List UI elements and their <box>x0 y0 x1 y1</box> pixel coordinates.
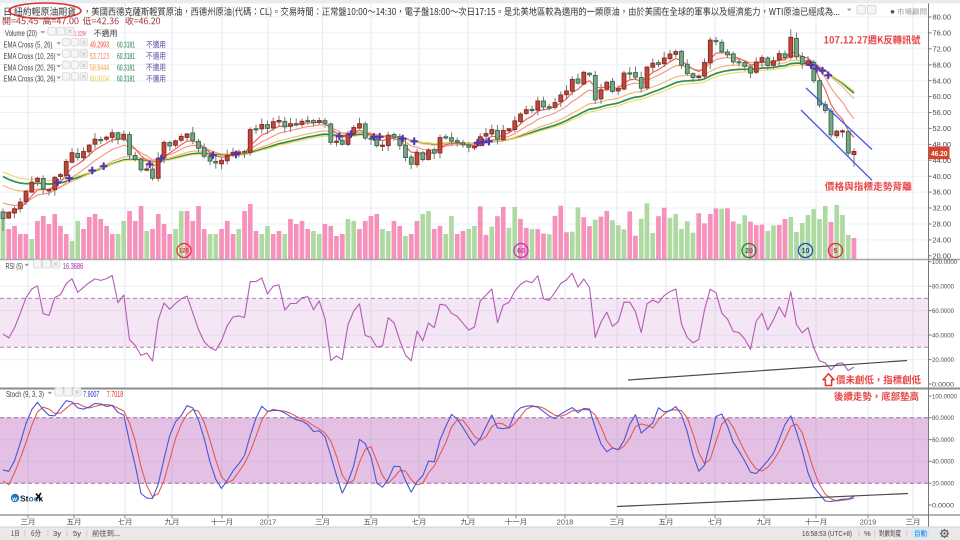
svg-text:16.3686: 16.3686 <box>63 262 84 271</box>
svg-text:EMA Cross (5, 26): EMA Cross (5, 26) <box>4 41 53 50</box>
svg-text:|: | <box>906 531 908 538</box>
svg-text:60.3181: 60.3181 <box>117 52 135 61</box>
svg-text:5y: 5y <box>73 529 81 538</box>
svg-text:44.00: 44.00 <box>933 156 952 165</box>
svg-text:1.529K: 1.529K <box>74 31 87 38</box>
svg-text:60.3181: 60.3181 <box>117 63 135 72</box>
svg-text:36.00: 36.00 <box>933 188 952 197</box>
svg-text:40.0000: 40.0000 <box>932 459 954 466</box>
svg-text:|: | <box>858 531 860 538</box>
svg-text:60.00: 60.00 <box>933 92 952 101</box>
svg-text:53.7123: 53.7123 <box>90 52 109 61</box>
svg-text:0.0000: 0.0000 <box>932 381 954 388</box>
svg-text:20.0000: 20.0000 <box>932 481 954 488</box>
svg-text:24.00: 24.00 <box>933 236 952 245</box>
svg-text:80.00: 80.00 <box>933 13 952 22</box>
svg-text:76.00: 76.00 <box>933 29 952 38</box>
svg-text:w: w <box>11 497 17 503</box>
svg-text:20.0000: 20.0000 <box>932 357 954 364</box>
svg-text:2018: 2018 <box>557 518 574 527</box>
svg-text:60.3181: 60.3181 <box>117 75 135 84</box>
svg-text:7.9007: 7.9007 <box>83 390 99 399</box>
svg-text:100.0000: 100.0000 <box>932 259 957 266</box>
svg-text:60.0000: 60.0000 <box>932 308 954 315</box>
svg-text:Volume (20): Volume (20) <box>5 29 37 38</box>
svg-text:64.00: 64.00 <box>933 76 952 85</box>
svg-text:10: 10 <box>802 248 810 255</box>
svg-text:EMA Cross (10, 26): EMA Cross (10, 26) <box>4 52 56 61</box>
svg-text:40.0000: 40.0000 <box>932 332 954 339</box>
svg-text:16:58:53 (UTC+8): 16:58:53 (UTC+8) <box>802 529 852 538</box>
svg-text:60: 60 <box>517 248 525 255</box>
svg-text:7.7018: 7.7018 <box>107 390 124 399</box>
svg-text:40.00: 40.00 <box>933 172 952 181</box>
svg-text:60.0000: 60.0000 <box>932 437 954 444</box>
svg-text:52.00: 52.00 <box>933 124 952 133</box>
svg-text:20.00: 20.00 <box>933 251 952 260</box>
svg-text:56.00: 56.00 <box>933 108 952 117</box>
svg-text:48.00: 48.00 <box>933 140 952 149</box>
svg-text:80.0000: 80.0000 <box>932 415 954 422</box>
svg-text:28.00: 28.00 <box>933 220 952 229</box>
svg-text:49.2993: 49.2993 <box>90 41 109 50</box>
svg-text:|: | <box>47 531 49 538</box>
svg-text:|: | <box>86 531 88 538</box>
svg-text:|: | <box>24 531 26 538</box>
svg-text:2019: 2019 <box>860 518 877 527</box>
svg-text:3y: 3y <box>53 529 61 538</box>
svg-text:Stoch (9, 3, 3): Stoch (9, 3, 3) <box>6 390 44 399</box>
svg-text:68.00: 68.00 <box>933 60 952 69</box>
svg-text:60.9104: 60.9104 <box>90 75 109 84</box>
svg-text:|: | <box>66 531 68 538</box>
svg-text:100.0000: 100.0000 <box>932 393 957 400</box>
svg-text:|: | <box>874 531 876 538</box>
svg-text:2017: 2017 <box>260 518 277 527</box>
svg-text:58.8444: 58.8444 <box>90 63 109 72</box>
svg-text:EMA Cross (20, 26): EMA Cross (20, 26) <box>4 63 56 72</box>
svg-text:72.00: 72.00 <box>933 44 952 53</box>
svg-text:0.0000: 0.0000 <box>932 502 954 509</box>
svg-text:46.20: 46.20 <box>931 149 948 158</box>
svg-text:RSI (5): RSI (5) <box>6 262 24 271</box>
svg-text:120: 120 <box>179 249 190 255</box>
svg-text:32.00: 32.00 <box>933 204 952 213</box>
svg-text:5: 5 <box>834 248 838 255</box>
svg-text:20: 20 <box>745 248 753 255</box>
svg-text:80.0000: 80.0000 <box>932 284 954 291</box>
svg-text:EMA Cross (30, 26): EMA Cross (30, 26) <box>4 75 56 84</box>
svg-text:%: % <box>864 529 871 538</box>
svg-text:Stock: Stock <box>20 494 43 504</box>
svg-text:60.3181: 60.3181 <box>117 41 135 50</box>
